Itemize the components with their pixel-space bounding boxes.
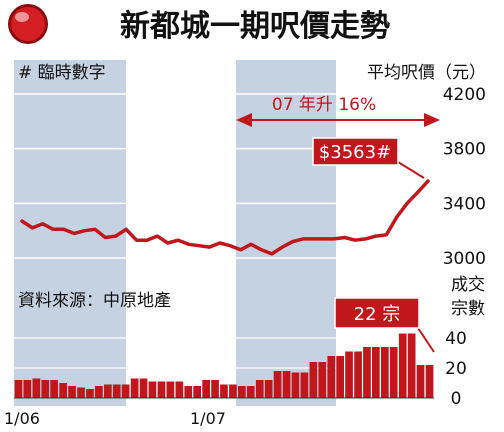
volume-bar bbox=[398, 333, 407, 398]
volume-bar bbox=[202, 380, 210, 398]
background-band bbox=[126, 60, 236, 406]
volume-bar bbox=[425, 365, 434, 398]
volume-bar bbox=[112, 384, 121, 398]
volume-bar bbox=[318, 362, 327, 398]
volume-bar bbox=[246, 386, 255, 398]
volume-bar bbox=[416, 365, 425, 398]
volume-bar bbox=[121, 384, 130, 398]
volume-bar bbox=[291, 372, 300, 398]
volume-bar bbox=[59, 383, 67, 398]
volume-bar bbox=[148, 381, 157, 398]
volume-bar bbox=[282, 371, 291, 398]
volume-bar bbox=[336, 356, 344, 398]
provisional-note: # 臨時數字 bbox=[18, 63, 106, 83]
volume-tick-label: 40 bbox=[445, 329, 467, 349]
volume-bar bbox=[372, 347, 380, 398]
volume-bar bbox=[130, 378, 139, 398]
volume-bar bbox=[41, 380, 50, 398]
background-bands bbox=[14, 60, 434, 406]
volume-bar bbox=[327, 356, 336, 398]
volume-tick-label: 0 bbox=[451, 389, 462, 409]
volume-bar bbox=[229, 384, 237, 398]
background-band bbox=[236, 60, 336, 406]
volume-bar bbox=[345, 351, 353, 398]
x-tick-label: 1/07 bbox=[190, 409, 226, 428]
x-axis-ticks: 1/06 1/07 bbox=[4, 409, 226, 428]
volume-bar bbox=[104, 384, 112, 398]
volume-bar bbox=[354, 351, 362, 398]
volume-bar bbox=[211, 380, 219, 398]
volume-bar bbox=[407, 333, 416, 398]
volume-bar bbox=[50, 380, 58, 398]
volume-bar bbox=[309, 362, 318, 398]
volume-bar bbox=[32, 378, 41, 398]
volume-bar bbox=[238, 386, 246, 398]
range-annotation: 07 年升 16% bbox=[272, 95, 376, 115]
volume-label-line1: 成交 bbox=[451, 275, 485, 295]
price-tick-label: 3800 bbox=[443, 140, 486, 160]
volume-bar bbox=[86, 389, 94, 398]
volume-bars bbox=[14, 333, 434, 399]
latest-price-label: $3563# bbox=[319, 142, 391, 163]
price-tick-label: 4200 bbox=[443, 85, 486, 105]
price-tick-label: 3400 bbox=[443, 194, 486, 214]
volume-callout-label: 22 宗 bbox=[354, 304, 401, 325]
volume-label-line2: 宗數 bbox=[451, 299, 485, 319]
volume-bar bbox=[166, 381, 175, 398]
volume-bar bbox=[23, 380, 32, 398]
volume-bar bbox=[157, 381, 166, 398]
volume-bar bbox=[264, 380, 273, 398]
volume-bar bbox=[139, 378, 148, 398]
volume-bar bbox=[175, 381, 184, 398]
latest-price-callout bbox=[312, 137, 425, 179]
range-arrow bbox=[236, 113, 440, 127]
price-tick-label: 3000 bbox=[443, 249, 486, 269]
volume-bar bbox=[273, 371, 282, 398]
volume-bar bbox=[389, 347, 398, 398]
volume-bar bbox=[184, 386, 193, 398]
price-series-line bbox=[20, 179, 430, 256]
x-tick-label: 1/06 bbox=[4, 409, 40, 428]
volume-bar bbox=[220, 384, 228, 398]
chart-title: 新都城一期呎價走勢 bbox=[120, 9, 390, 44]
volume-tick-label: 20 bbox=[445, 359, 467, 379]
volume-bar bbox=[14, 380, 23, 398]
source-note: 資料來源：中原地產 bbox=[18, 291, 171, 311]
volume-bar bbox=[95, 386, 103, 398]
title-badge-icon bbox=[8, 4, 48, 44]
volume-bar bbox=[255, 380, 264, 398]
volume-bar bbox=[363, 347, 371, 398]
volume-bar bbox=[193, 386, 201, 398]
volume-bar bbox=[300, 372, 309, 398]
y-axis-label: 平均呎價（元） bbox=[367, 63, 486, 83]
price-axis-ticks: 4200 3800 3400 3000 bbox=[443, 85, 486, 269]
volume-axis-ticks: 40 20 0 bbox=[445, 329, 467, 409]
volume-bar bbox=[68, 386, 76, 398]
volume-bar bbox=[77, 387, 85, 398]
volume-callout bbox=[334, 297, 435, 353]
volume-bar bbox=[381, 347, 389, 398]
